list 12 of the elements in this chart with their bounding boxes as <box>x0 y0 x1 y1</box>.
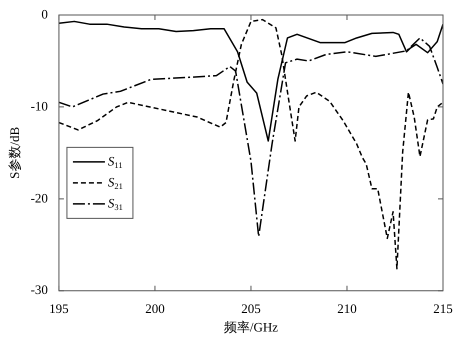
y-tick-label: 0 <box>41 6 48 22</box>
line-series <box>58 18 443 270</box>
x-tick-label: 205 <box>241 301 261 316</box>
x-tick-label: 215 <box>433 301 453 316</box>
y-axis-title: S参数/dB <box>7 126 22 179</box>
y-tick-label: -30 <box>30 282 48 298</box>
y-tick-label: -10 <box>30 98 48 114</box>
y-tick-label: -20 <box>30 190 48 206</box>
x-axis-title: 频率/GHz <box>224 320 278 335</box>
x-tick-label: 195 <box>49 301 69 316</box>
x-tick-label: 210 <box>337 301 357 316</box>
x-tick-label: 200 <box>145 301 165 316</box>
